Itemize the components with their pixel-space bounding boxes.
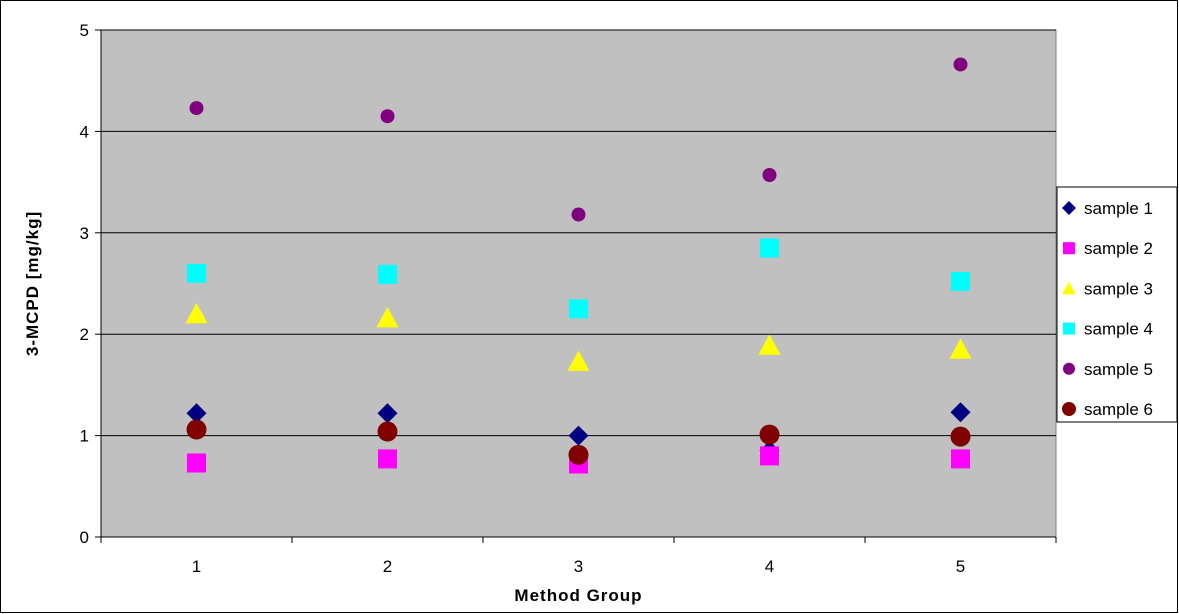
- legend-item: sample 3: [1062, 279, 1153, 298]
- data-point: [186, 419, 207, 440]
- legend-item: sample 4: [1063, 320, 1153, 339]
- data-point: [950, 402, 971, 423]
- data-point: [380, 109, 395, 124]
- legend-item: sample 1: [1062, 199, 1153, 218]
- legend-marker: [1062, 281, 1076, 295]
- legend-label: sample 5: [1084, 360, 1153, 379]
- legend-label: sample 6: [1084, 400, 1153, 419]
- data-point: [950, 426, 971, 447]
- y-tick-label: 1: [80, 427, 89, 446]
- data-points: [185, 57, 972, 474]
- legend-item: sample 2: [1063, 239, 1153, 258]
- x-tick-label: 4: [765, 557, 774, 576]
- data-point: [186, 403, 207, 424]
- x-tick-label: 2: [383, 557, 392, 576]
- data-point: [568, 444, 589, 465]
- series-6: [186, 419, 971, 465]
- data-point: [953, 57, 968, 72]
- legend-label: sample 4: [1084, 320, 1153, 339]
- data-point: [187, 263, 206, 283]
- legend-marker: [1063, 362, 1075, 375]
- data-point: [571, 207, 586, 222]
- y-tick-label: 2: [80, 325, 89, 344]
- data-point: [568, 425, 589, 446]
- data-point: [376, 306, 399, 328]
- legend-label: sample 1: [1084, 199, 1153, 218]
- y-tick-label: 0: [80, 528, 89, 547]
- legend-marker: [1062, 402, 1076, 416]
- x-axis-title: Method Group: [514, 586, 642, 605]
- legend-label: sample 3: [1084, 279, 1153, 298]
- legend-label: sample 2: [1084, 239, 1153, 258]
- data-point: [567, 350, 590, 371]
- data-point: [760, 446, 779, 466]
- x-tick-label: 1: [192, 557, 201, 576]
- series-4: [187, 238, 970, 319]
- legend: sample 1 sample 2 sample 3 sample 4 sample 5…: [1056, 186, 1178, 423]
- legend-marker: [1062, 201, 1076, 215]
- legend-marker: [1063, 322, 1075, 335]
- legend-marker: [1063, 242, 1075, 255]
- data-point: [951, 271, 970, 291]
- legend-box: [1056, 186, 1178, 423]
- series-5: [189, 57, 968, 222]
- y-axis-title: 3-MCPD [mg/kg]: [23, 211, 42, 356]
- data-point: [949, 338, 972, 359]
- series-3: [185, 302, 972, 371]
- data-point: [377, 421, 398, 442]
- data-point: [187, 453, 206, 473]
- y-tick-label: 3: [80, 224, 89, 243]
- legend-item: sample 6: [1062, 400, 1153, 419]
- data-point: [378, 264, 397, 284]
- grid-lines: [101, 29, 1056, 437]
- data-point: [951, 449, 970, 469]
- series-2: [187, 446, 970, 474]
- data-point: [185, 302, 208, 324]
- data-point: [189, 101, 204, 116]
- legend-item: sample 5: [1063, 360, 1153, 379]
- data-point: [759, 424, 780, 445]
- axes: 0 1 2 3 4 5 1 2 3 4 5: [80, 21, 1057, 576]
- data-point: [758, 334, 781, 355]
- data-point: [760, 238, 779, 258]
- x-tick-label: 3: [574, 557, 583, 576]
- data-point: [378, 449, 397, 469]
- x-tick-label: 5: [956, 557, 965, 576]
- data-point: [762, 168, 777, 183]
- data-point: [569, 299, 588, 319]
- y-tick-label: 4: [80, 122, 89, 141]
- data-point: [377, 403, 398, 424]
- y-tick-label: 5: [80, 21, 89, 40]
